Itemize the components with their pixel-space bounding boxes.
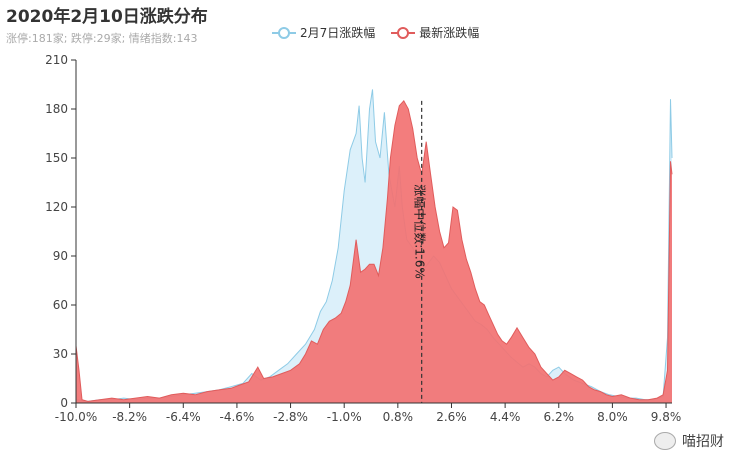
legend-item-series-1[interactable]: 2月7日涨跌幅 (272, 24, 375, 41)
x-tick-label: -2.8% (273, 410, 308, 424)
legend-swatch-series-2-icon (391, 26, 416, 39)
x-tick-label: 0.8% (383, 410, 414, 424)
x-tick-label: -1.0% (327, 410, 362, 424)
x-tick-label: -10.0% (55, 410, 97, 424)
y-tick-label: 180 (45, 102, 68, 116)
y-tick-label: 120 (45, 200, 68, 214)
watermark-text: 喵招财 (682, 434, 724, 450)
median-label: 涨幅中位数:1.6% (413, 184, 428, 279)
y-tick-label: 150 (45, 151, 68, 165)
x-tick-label: 9.8% (651, 410, 682, 424)
legend-label-series-2: 最新涨跌幅 (419, 26, 480, 40)
watermark: 喵招财 (654, 431, 724, 451)
series-2-area (76, 100, 672, 404)
y-tick-label: 30 (53, 347, 68, 361)
x-tick-label: 6.2% (544, 410, 575, 424)
series-1-area (76, 89, 672, 404)
x-tick-label: 4.4% (490, 410, 521, 424)
x-tick-label: -4.6% (220, 410, 255, 424)
y-tick-label: 90 (53, 249, 68, 263)
legend-item-series-2[interactable]: 最新涨跌幅 (391, 24, 479, 41)
legend-swatch-series-1-icon (272, 26, 296, 39)
y-tick-label: 0 (60, 396, 68, 410)
x-tick-label: 2.6% (436, 410, 467, 424)
x-tick-label: 8.0% (597, 410, 628, 424)
wechat-icon (654, 432, 676, 450)
chart-title: 2020年2月10日涨跌分布 (6, 7, 208, 27)
legend: 2月7日涨跌幅 最新涨跌幅 (272, 24, 479, 41)
series-2-line (75, 99, 673, 402)
x-tick-label: -6.4% (166, 410, 201, 424)
y-tick-label: 210 (45, 53, 68, 67)
legend-label-series-1: 2月7日涨跌幅 (300, 26, 376, 40)
y-tick-label: 60 (53, 298, 68, 312)
x-tick-label: -8.2% (112, 410, 147, 424)
chart-subtitle: 涨停:181家; 跌停:29家; 情绪指数:143 (6, 32, 198, 45)
